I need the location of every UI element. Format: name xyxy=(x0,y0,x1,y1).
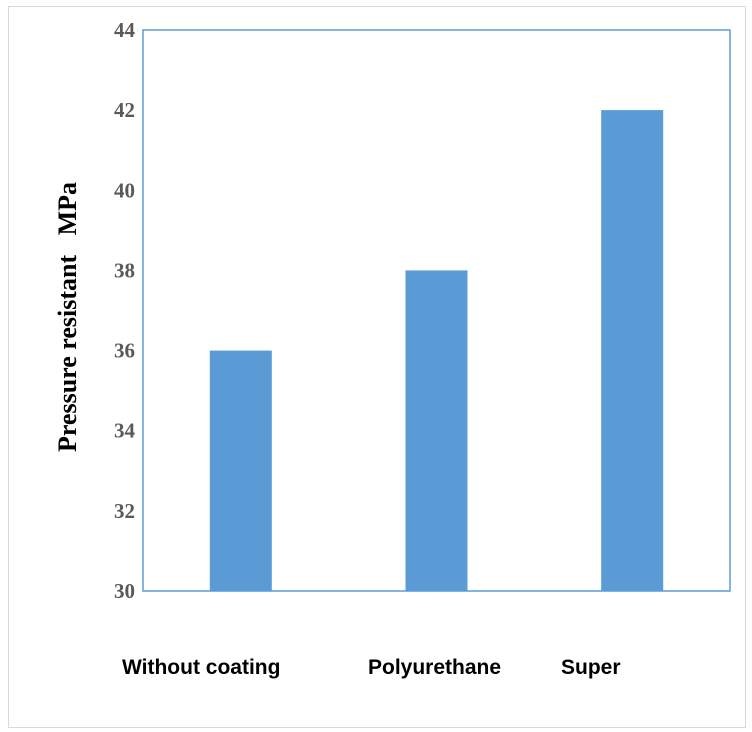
x-category-label: Without coating xyxy=(122,656,281,679)
y-tick-label: 30 xyxy=(114,579,135,603)
y-axis-label: Pressure resistant MPa xyxy=(53,182,82,452)
bar-super xyxy=(601,110,664,591)
bar-without-coating xyxy=(209,350,272,591)
y-tick-label: 44 xyxy=(114,18,136,42)
y-tick-labels: 30 32 34 36 38 40 42 44 xyxy=(114,18,136,603)
bar-polyurethane xyxy=(405,270,468,591)
x-category-label: Polyurethane xyxy=(368,656,502,679)
x-category-label: Super xyxy=(561,656,621,679)
chart-frame xyxy=(8,6,746,728)
y-tick-label: 34 xyxy=(114,419,136,443)
bars-group xyxy=(209,110,664,591)
y-tick-label: 42 xyxy=(114,98,135,122)
y-tick-label: 38 xyxy=(114,258,135,282)
y-tick-label: 40 xyxy=(114,178,135,202)
y-tick-label: 36 xyxy=(114,339,135,363)
y-tick-label: 32 xyxy=(114,499,135,523)
